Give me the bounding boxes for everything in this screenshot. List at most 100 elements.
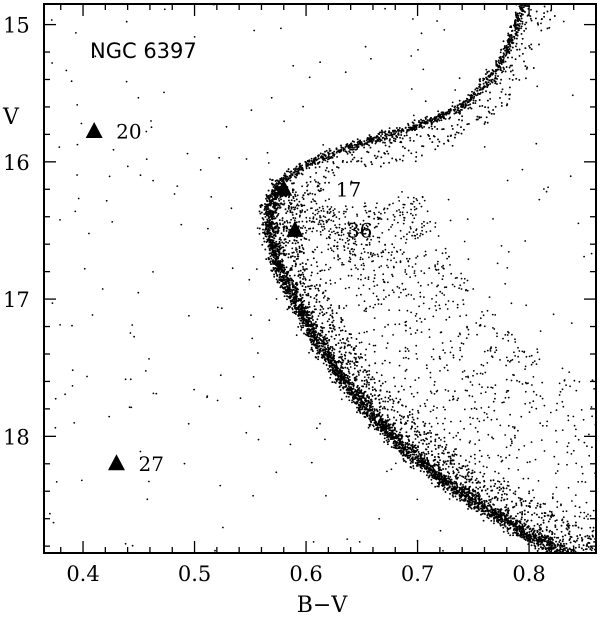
- star-point: [342, 263, 345, 266]
- star-point: [413, 208, 416, 211]
- star-point: [429, 429, 431, 432]
- star-point: [397, 196, 400, 199]
- star-point: [517, 355, 519, 358]
- star-point: [338, 234, 340, 237]
- star-point: [437, 446, 440, 449]
- star-point: [573, 540, 575, 543]
- star-point: [438, 272, 440, 275]
- star-point: [342, 367, 345, 370]
- star-point: [387, 323, 389, 326]
- star-point: [452, 354, 455, 357]
- star-point: [574, 555, 576, 557]
- star-point: [321, 219, 323, 222]
- star-point: [133, 335, 136, 338]
- star-point: [523, 518, 526, 521]
- star-point: [510, 379, 513, 382]
- star-point: [383, 208, 385, 211]
- star-point: [322, 348, 325, 351]
- star-point: [395, 430, 398, 433]
- star-point: [491, 313, 494, 316]
- star-point: [578, 562, 580, 564]
- star-point: [389, 429, 392, 432]
- star-point: [307, 303, 310, 306]
- star-point: [392, 202, 394, 205]
- star-point: [334, 381, 337, 384]
- star-point: [512, 426, 514, 428]
- star-point: [521, 529, 524, 532]
- star-point: [340, 229, 343, 232]
- star-point: [378, 398, 381, 401]
- star-point: [420, 463, 423, 466]
- star-point: [552, 493, 554, 495]
- star-point: [573, 555, 575, 557]
- star-point: [412, 465, 415, 467]
- star-point: [588, 569, 590, 571]
- star-point: [558, 394, 561, 396]
- star-point: [360, 293, 362, 296]
- star-point: [402, 458, 405, 460]
- star-point: [505, 493, 508, 496]
- star-point: [352, 373, 355, 376]
- star-point: [552, 313, 555, 316]
- star-point: [483, 411, 486, 414]
- star-point: [459, 494, 462, 497]
- star-point: [545, 537, 548, 540]
- star-point: [421, 229, 423, 232]
- star-point: [541, 424, 544, 427]
- star-point: [404, 346, 407, 349]
- star-point: [444, 448, 447, 451]
- star-point: [469, 506, 472, 509]
- star-point: [328, 339, 331, 342]
- star-point: [451, 485, 454, 488]
- star-point: [532, 361, 534, 364]
- star-point: [373, 388, 376, 391]
- star-point: [442, 406, 445, 408]
- star-point: [487, 512, 490, 515]
- star-point: [427, 284, 430, 286]
- star-point: [528, 355, 531, 358]
- star-point: [483, 510, 485, 513]
- star-point: [313, 179, 316, 181]
- star-point: [536, 502, 539, 505]
- star-point: [319, 422, 321, 425]
- star-point: [507, 251, 510, 253]
- star-point: [500, 245, 503, 247]
- star-point: [434, 305, 437, 307]
- star-point: [291, 247, 294, 250]
- star-point: [382, 425, 385, 427]
- star-point: [430, 478, 433, 481]
- star-point: [442, 468, 445, 470]
- star-point: [402, 416, 405, 419]
- star-point: [333, 337, 336, 340]
- star-point: [479, 502, 482, 505]
- star-point: [363, 251, 366, 253]
- star-point: [504, 506, 507, 509]
- star-point: [393, 219, 396, 221]
- star-point: [71, 385, 74, 387]
- star-point: [406, 436, 409, 438]
- star-point: [575, 462, 578, 465]
- star-point: [556, 557, 558, 559]
- star-point: [494, 397, 496, 400]
- star-point: [527, 526, 529, 529]
- star-point: [339, 339, 342, 342]
- star-point: [415, 446, 418, 449]
- star-point: [366, 225, 369, 228]
- star-point: [514, 341, 517, 343]
- star-point: [397, 443, 400, 446]
- star-point: [478, 460, 481, 463]
- star-point: [466, 218, 469, 221]
- star-point: [547, 541, 550, 544]
- star-point: [379, 405, 382, 408]
- star-point: [588, 535, 591, 538]
- star-point: [337, 255, 339, 258]
- star-point: [318, 336, 320, 339]
- star-point: [397, 400, 400, 403]
- star-point: [315, 301, 318, 304]
- star-point: [507, 396, 510, 399]
- star-point: [457, 397, 460, 400]
- star-point: [416, 435, 419, 438]
- star-point: [458, 462, 461, 465]
- star-point: [518, 361, 520, 363]
- star-point: [323, 227, 326, 230]
